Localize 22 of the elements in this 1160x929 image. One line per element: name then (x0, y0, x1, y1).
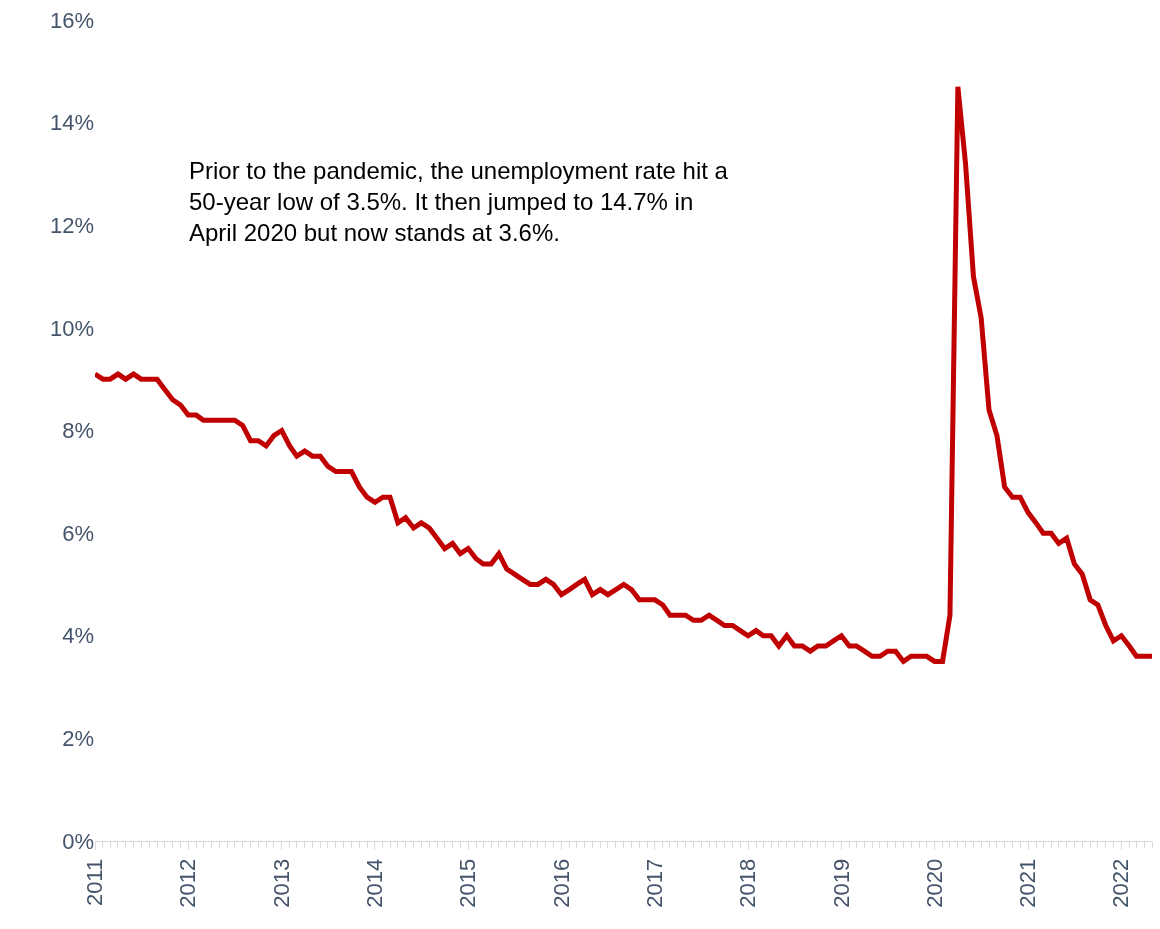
y-tick-label: 0% (62, 828, 94, 854)
x-tick-label: 2022 (1108, 858, 1134, 908)
y-tick-label: 8% (62, 418, 94, 444)
x-tick-label: 2015 (455, 858, 481, 908)
x-tick-label: 2014 (362, 858, 388, 908)
x-tick-label: 2018 (735, 858, 761, 908)
y-tick-label: 12% (49, 212, 94, 238)
y-tick-label: 10% (49, 315, 94, 341)
x-tick-label: 2020 (921, 858, 947, 908)
x-tick-label: 2021 (1015, 858, 1041, 908)
y-tick-label: 4% (62, 623, 94, 649)
x-tick-label: 2012 (175, 858, 201, 908)
y-tick-label: 14% (49, 110, 94, 136)
x-tick-label: 2011 (82, 858, 108, 907)
x-tick-label: 2017 (642, 858, 668, 908)
annotation: Prior to the pandemic, the unemployment rate hit a 50-year low of 3.5%. It then jumped to 14.7% in April 2020 but now stands at 3.6%. (189, 157, 729, 247)
y-tick-label: 2% (62, 726, 94, 752)
y-tick-label: 16% (49, 7, 94, 33)
x-tick-label: 2013 (268, 858, 294, 908)
x-tick-label: 2019 (828, 858, 854, 908)
y-tick-label: 6% (62, 520, 94, 546)
x-tick-label: 2016 (548, 858, 574, 908)
